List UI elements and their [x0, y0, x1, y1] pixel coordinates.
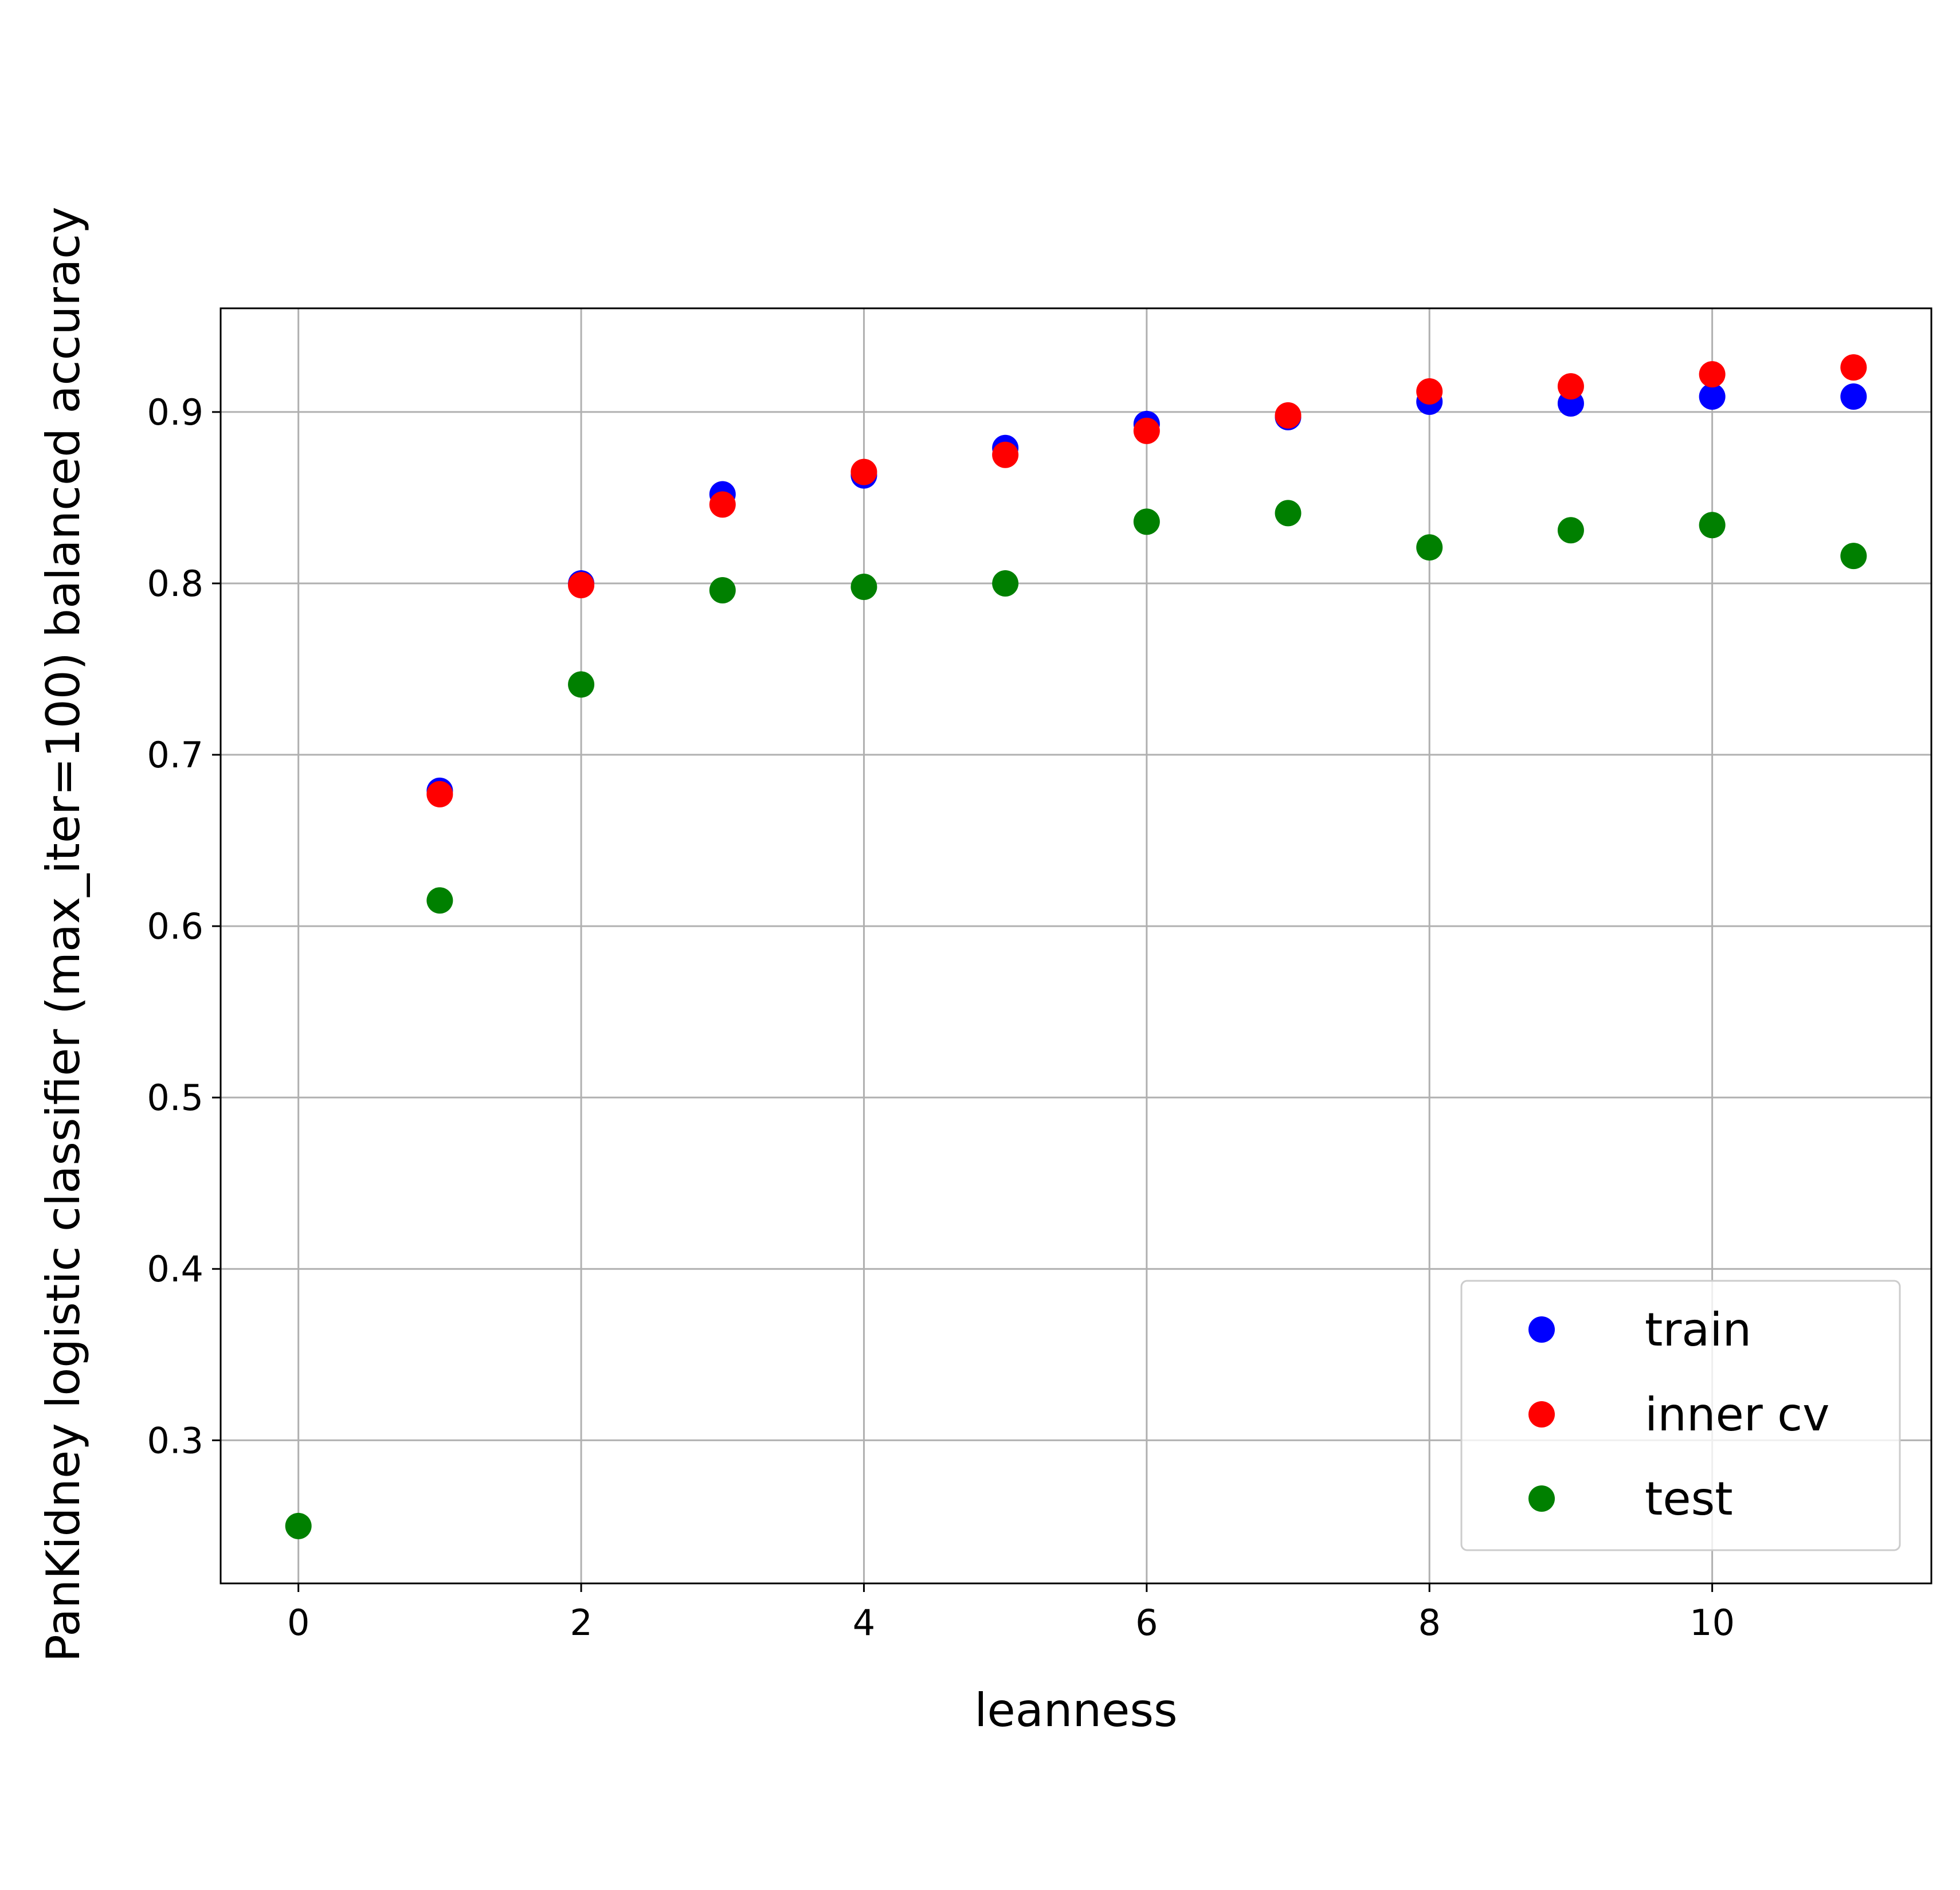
point-train	[1840, 383, 1867, 410]
point-inner-cv	[426, 781, 453, 807]
point-test	[426, 887, 453, 914]
x-tick-label: 6	[1135, 1602, 1158, 1644]
point-inner-cv	[709, 491, 736, 518]
point-test	[1416, 534, 1443, 561]
y-tick-label: 0.6	[147, 905, 203, 947]
legend-label-train: train	[1645, 1303, 1751, 1356]
y-axis-label: PanKidney logistic classifier (max_iter=…	[37, 207, 90, 1662]
y-tick-label: 0.7	[147, 734, 203, 776]
point-train	[1699, 383, 1726, 410]
x-tick-label: 2	[570, 1602, 592, 1644]
legend-marker-inner-cv	[1528, 1401, 1555, 1428]
plot-frame	[219, 307, 1932, 1585]
point-test	[1699, 512, 1726, 539]
x-tick-label: 4	[853, 1602, 875, 1644]
point-test	[1557, 517, 1584, 544]
point-inner-cv	[1416, 378, 1443, 405]
data-points	[285, 354, 1867, 1539]
axis-ticks: 0 2 4 6 8 10 0.3 0.4 0.5 0.6 0.7 0.8 0.9	[147, 391, 1735, 1644]
legend-label-inner-cv: inner cv	[1645, 1388, 1830, 1441]
y-tick-label: 0.5	[147, 1077, 203, 1119]
y-tick-label: 0.3	[147, 1420, 203, 1461]
legend-frame	[1460, 1280, 1901, 1551]
point-test	[850, 573, 877, 600]
legend: train inner cv test	[1460, 1280, 1901, 1551]
point-inner-cv	[1133, 417, 1160, 444]
y-tick-label: 0.8	[147, 563, 203, 605]
x-tick-label: 0	[287, 1602, 309, 1644]
y-tick-label: 0.9	[147, 391, 203, 433]
point-inner-cv	[1557, 373, 1584, 400]
point-test	[992, 570, 1019, 597]
point-test	[1840, 543, 1867, 570]
legend-label-test: test	[1645, 1472, 1733, 1526]
legend-marker-test	[1528, 1485, 1555, 1512]
point-test	[709, 577, 736, 603]
point-test	[1275, 500, 1302, 527]
point-test	[568, 671, 595, 698]
y-tick-label: 0.4	[147, 1248, 203, 1290]
point-inner-cv	[1275, 402, 1302, 429]
point-inner-cv	[568, 571, 595, 598]
x-tick-label: 10	[1689, 1602, 1735, 1644]
point-inner-cv	[1699, 361, 1726, 388]
point-test	[285, 1512, 312, 1539]
legend-marker-train	[1528, 1316, 1555, 1343]
point-inner-cv	[992, 441, 1019, 468]
point-inner-cv	[1840, 354, 1867, 381]
point-inner-cv	[850, 458, 877, 485]
x-tick-label: 8	[1418, 1602, 1441, 1644]
point-test	[1133, 508, 1160, 535]
x-axis-label: leanness	[974, 1684, 1177, 1737]
